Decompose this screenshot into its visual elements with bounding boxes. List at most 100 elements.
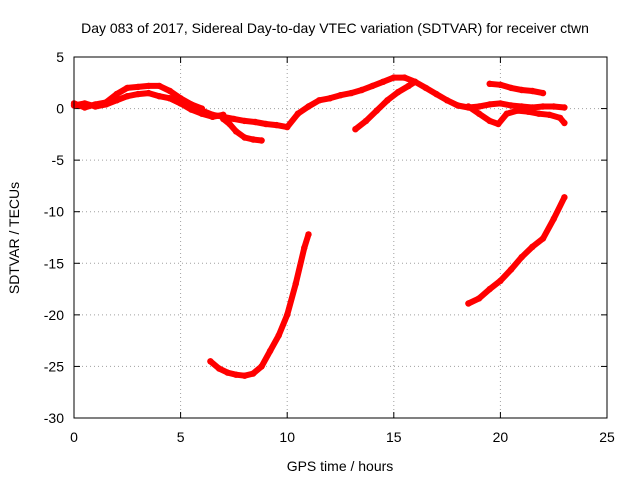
data-point <box>390 74 397 81</box>
data-point <box>266 347 274 355</box>
data-point <box>262 120 270 128</box>
data-point <box>405 82 412 90</box>
x-tick-label: 15 <box>386 429 402 445</box>
data-point <box>113 90 120 98</box>
data-point <box>486 285 493 293</box>
data-point <box>507 84 515 92</box>
data-point <box>284 123 291 131</box>
data-point <box>124 84 131 92</box>
data-point <box>373 107 380 114</box>
data-point <box>550 103 557 110</box>
data-point <box>224 369 231 376</box>
data-point <box>92 101 99 108</box>
data-point <box>241 134 248 141</box>
data-point <box>305 231 312 238</box>
data-point <box>134 90 142 98</box>
data-point <box>475 295 483 302</box>
data-point <box>503 110 510 117</box>
data-point <box>497 100 504 107</box>
data-point <box>518 86 525 94</box>
data-point <box>292 280 299 288</box>
x-tick-label: 5 <box>177 429 185 445</box>
data-point <box>535 110 542 117</box>
data-point <box>316 97 323 104</box>
data-point <box>524 108 532 115</box>
data-point <box>561 104 568 111</box>
data-point <box>514 107 521 114</box>
data-point <box>220 115 227 123</box>
data-point <box>352 126 359 133</box>
data-point <box>207 358 214 365</box>
data-point <box>529 243 536 250</box>
x-tick-label: 25 <box>599 429 615 445</box>
data-point <box>215 365 223 372</box>
data-point <box>241 372 248 379</box>
data-point <box>454 102 461 109</box>
data-point <box>294 110 302 117</box>
data-point <box>249 136 257 143</box>
data-point <box>156 93 163 100</box>
data-point <box>124 93 131 100</box>
data-point <box>465 300 472 307</box>
data-point <box>465 103 472 110</box>
data-point <box>369 82 376 90</box>
data-point <box>550 215 557 223</box>
data-point <box>486 101 493 108</box>
data-point <box>495 120 502 128</box>
data-point <box>258 363 265 370</box>
data-point <box>422 84 429 92</box>
data-point <box>561 194 568 201</box>
data-point <box>305 103 312 110</box>
data-series <box>70 74 568 379</box>
data-point <box>273 121 280 129</box>
data-point <box>411 78 419 86</box>
data-point <box>232 371 240 378</box>
y-tick-label: 0 <box>56 101 64 117</box>
data-point <box>252 118 259 126</box>
data-point <box>258 137 265 144</box>
data-point <box>156 82 163 90</box>
tick-labels: 0 5 10 15 20 25 5 0 -5 -10 -15 -20 -25 -30 <box>44 49 615 445</box>
data-point <box>539 103 547 110</box>
y-tick-label: -10 <box>44 204 64 220</box>
y-tick-label: -15 <box>44 255 64 271</box>
data-point <box>102 99 110 106</box>
x-tick-label: 0 <box>70 429 78 445</box>
y-tick-label: -30 <box>44 410 64 426</box>
data-point <box>379 78 387 86</box>
data-point <box>394 88 402 96</box>
data-point <box>166 95 174 102</box>
data-point <box>475 110 483 117</box>
y-tick-label: -25 <box>44 358 64 374</box>
x-axis-label: GPS time / hours <box>287 458 394 474</box>
data-point <box>134 83 142 91</box>
data-point <box>486 117 493 125</box>
y-tick-label: 5 <box>56 49 64 65</box>
data-point <box>348 89 355 97</box>
plot-frame <box>73 56 608 419</box>
series-arc-h <box>207 231 312 379</box>
data-point <box>433 90 440 98</box>
data-point <box>475 103 483 110</box>
y-axis-label: SDTVAR / TECUs <box>6 182 22 294</box>
data-point <box>507 102 515 109</box>
data-point <box>275 332 282 339</box>
y-tick-label: -20 <box>44 307 64 323</box>
data-point <box>443 97 451 104</box>
x-tick-label: 10 <box>279 429 295 445</box>
data-point <box>384 97 391 104</box>
data-point <box>518 253 525 261</box>
data-point <box>539 235 547 242</box>
data-point <box>209 111 216 119</box>
data-point <box>362 117 370 125</box>
data-point <box>561 119 568 127</box>
data-point <box>284 311 291 319</box>
data-point <box>486 80 493 88</box>
data-point <box>145 89 152 97</box>
data-point <box>188 102 195 109</box>
data-point <box>529 104 536 111</box>
axis-ticks <box>73 56 608 419</box>
data-point <box>81 104 88 111</box>
data-point <box>497 81 504 89</box>
data-point <box>177 100 184 107</box>
